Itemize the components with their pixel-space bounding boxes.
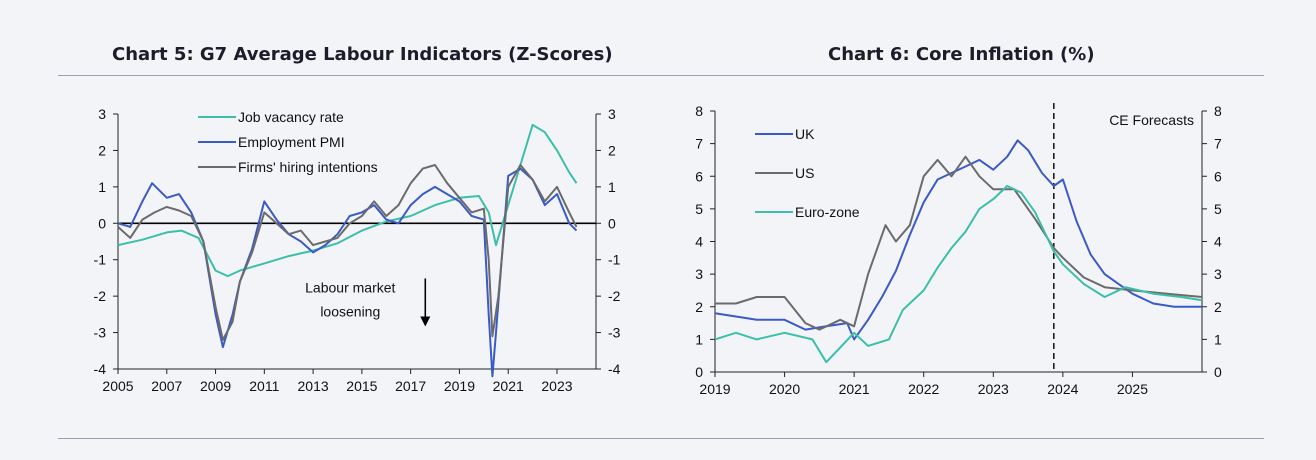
c6-y-tick-label-right: 7 xyxy=(1214,136,1222,152)
c5-y-tick-label-left: 0 xyxy=(98,215,106,231)
c5-y-tick-label-right: 3 xyxy=(608,106,616,122)
c5-y-tick-label-right: 1 xyxy=(608,179,616,195)
c6-legend-label-1: UK xyxy=(795,126,815,142)
c6-series-line-3 xyxy=(714,185,1203,364)
c6-x-tick-label: 2024 xyxy=(1047,381,1078,397)
c6-y-tick-label-left: 5 xyxy=(695,201,703,217)
c6-legend-label-2: US xyxy=(795,165,814,181)
c5-legend-label-1: Job vacancy rate xyxy=(238,109,344,125)
c6-y-tick-label-right: 1 xyxy=(1214,331,1222,347)
c5-y-tick-label-right: -2 xyxy=(608,288,621,304)
c5-x-tick-label: 2023 xyxy=(541,378,572,394)
c6-x-tick-label: 2021 xyxy=(839,381,870,397)
c5-y-tick-label-left: -2 xyxy=(94,288,107,304)
c6-x-tick-label: 2025 xyxy=(1117,381,1148,397)
c6-y-tick-label-right: 8 xyxy=(1214,103,1222,119)
c6-series-line-2 xyxy=(715,155,1203,331)
c6-x-tick-label: 2023 xyxy=(978,381,1009,397)
c5-annotation-arrow-head xyxy=(420,316,431,327)
c6-x-tick-label: 2022 xyxy=(908,381,939,397)
c6-y-tick-label-right: 6 xyxy=(1214,168,1222,184)
c5-x-tick-label: 2017 xyxy=(395,378,426,394)
c5-y-tick-label-right: -4 xyxy=(608,361,621,377)
c5-y-tick-label-right: -3 xyxy=(608,325,621,341)
c5-x-tick-label: 2011 xyxy=(249,378,279,394)
c5-x-tick-label: 2005 xyxy=(102,378,133,394)
c5-x-tick-label: 2019 xyxy=(444,378,475,394)
c5-legend-label-2: Employment PMI xyxy=(238,134,345,150)
chart6-title: Chart 6: Core Inflation (%) xyxy=(828,44,1095,65)
c5-legend-label-3: Firms' hiring intentions xyxy=(238,159,378,175)
c5-x-tick-label: 2013 xyxy=(298,378,329,394)
c5-y-tick-label-left: 3 xyxy=(98,106,106,122)
c6-y-tick-label-left: 0 xyxy=(695,364,703,380)
c6-y-tick-label-right: 2 xyxy=(1214,299,1222,315)
c6-y-tick-label-right: 5 xyxy=(1214,201,1222,217)
c5-x-tick-label: 2021 xyxy=(493,378,524,394)
c5-y-tick-label-left: -3 xyxy=(94,325,107,341)
c5-series-line-3 xyxy=(117,164,578,341)
c5-y-tick-label-left: -1 xyxy=(94,252,107,268)
c6-legend-label-3: Euro-zone xyxy=(795,204,860,220)
c5-x-tick-label: 2007 xyxy=(151,378,182,394)
c5-y-tick-label-left: 2 xyxy=(98,142,106,158)
c5-y-tick-label-right: -1 xyxy=(608,252,621,268)
c5-annotation-text: Labour market xyxy=(305,280,395,296)
c5-annotation-text: loosening xyxy=(320,304,380,320)
c5-x-tick-label: 2015 xyxy=(346,378,377,394)
c5-y-tick-label-left: -4 xyxy=(94,361,107,377)
c6-y-tick-label-left: 7 xyxy=(695,136,703,152)
c6-y-tick-label-left: 2 xyxy=(695,299,703,315)
c6-x-tick-label: 2020 xyxy=(769,381,800,397)
c6-y-tick-label-right: 4 xyxy=(1214,234,1222,250)
c6-y-tick-label-left: 8 xyxy=(695,103,703,119)
chart5-title: Chart 5: G7 Average Labour Indicators (Z… xyxy=(112,44,613,65)
bottom-divider xyxy=(58,438,1264,439)
c6-y-tick-label-left: 3 xyxy=(695,266,703,282)
c5-x-tick-label: 2009 xyxy=(200,378,231,394)
c5-y-tick-label-right: 0 xyxy=(608,215,616,231)
c6-y-tick-label-right: 0 xyxy=(1214,364,1222,380)
c6-y-tick-label-left: 1 xyxy=(695,331,703,347)
c5-y-tick-label-right: 2 xyxy=(608,142,616,158)
top-divider xyxy=(58,75,1264,76)
c6-y-tick-label-right: 3 xyxy=(1214,266,1222,282)
c6-x-tick-label: 2019 xyxy=(699,381,730,397)
c6-forecast-label: CE Forecasts xyxy=(1109,112,1194,128)
c5-y-tick-label-left: 1 xyxy=(98,179,106,195)
c6-y-tick-label-left: 4 xyxy=(695,234,703,250)
c6-y-tick-label-left: 6 xyxy=(695,168,703,184)
